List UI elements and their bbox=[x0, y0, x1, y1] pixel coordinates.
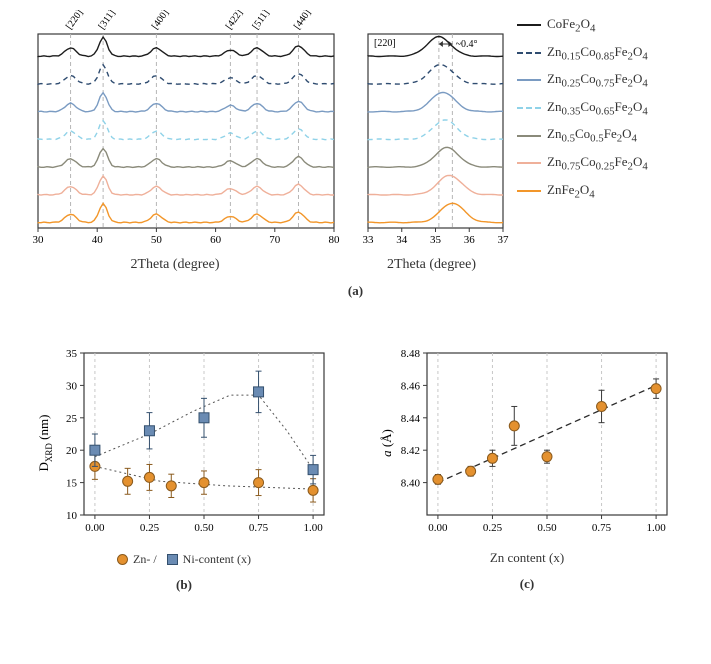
legend-swatch bbox=[517, 190, 541, 192]
svg-text:30: 30 bbox=[66, 380, 78, 392]
svg-text:0.00: 0.00 bbox=[428, 522, 448, 534]
legend-swatch bbox=[517, 162, 541, 164]
legend-swatch bbox=[517, 135, 541, 137]
svg-text:8.44: 8.44 bbox=[401, 413, 421, 425]
caption-a: (a) bbox=[10, 283, 701, 299]
marker-square-icon bbox=[167, 554, 178, 565]
legend-label: ZnFe2O4 bbox=[547, 182, 595, 201]
legend-label: Zn0.35Co0.65Fe2O4 bbox=[547, 99, 648, 118]
panel-a-right-svg: 33 34 35 36 37 [220] ~0.4° bbox=[354, 10, 509, 250]
panel-a-left-svg: [220] [311] [400] [422][511] [440] 30 40 50 60 70… bbox=[10, 10, 340, 250]
legend-item: Zn0.25Co0.75Fe2O4 bbox=[517, 71, 648, 90]
bottom-row: 0.00 0.25 0.50 0.75 1.00 10 15 20 25 30 35 DXRD (nm… bbox=[10, 343, 701, 593]
legend-item: Zn0.75Co0.25Fe2O4 bbox=[517, 154, 648, 173]
marker-circle-icon bbox=[117, 554, 128, 565]
svg-text:0.75: 0.75 bbox=[249, 522, 269, 534]
svg-text:8.48: 8.48 bbox=[401, 348, 421, 360]
panel-a-legend: CoFe2O4 Zn0.15Co0.85Fe2O4 Zn0.25Co0.75Fe2O… bbox=[517, 16, 648, 200]
svg-text:8.42: 8.42 bbox=[401, 445, 420, 457]
svg-text:37: 37 bbox=[498, 234, 510, 246]
svg-text:[311]: [311] bbox=[97, 10, 118, 32]
svg-text:8.40: 8.40 bbox=[401, 478, 421, 490]
svg-text:[440]: [440] bbox=[292, 10, 313, 32]
legend-label: Zn0.5Co0.5Fe2O4 bbox=[547, 126, 637, 145]
svg-text:0.25: 0.25 bbox=[140, 522, 160, 534]
svg-text:34: 34 bbox=[396, 234, 408, 246]
svg-text:40: 40 bbox=[92, 234, 104, 246]
panel-a-row: Intensity (arb.units) [220][311][400][42… bbox=[10, 10, 701, 273]
panel-b-svg: 0.00 0.25 0.50 0.75 1.00 10 15 20 25 30 35 DXRD (nm… bbox=[34, 343, 334, 543]
svg-text:[220]: [220] bbox=[374, 38, 396, 49]
panel-b-legend-zn: Zn- / bbox=[117, 552, 157, 567]
figure-root: Intensity (arb.units) [220][311][400][42… bbox=[0, 0, 711, 601]
svg-text:0.50: 0.50 bbox=[194, 522, 214, 534]
svg-text:60: 60 bbox=[210, 234, 222, 246]
panel-a-left-xlabel: 2Theta (degree) bbox=[10, 257, 340, 273]
panel-b-legend-ni: Ni-content (x) bbox=[167, 552, 251, 567]
legend-swatch bbox=[517, 107, 541, 109]
caption-b: (b) bbox=[34, 577, 334, 593]
legend-label: Zn0.25Co0.75Fe2O4 bbox=[547, 71, 648, 90]
panel-c-xlabel: Zn content (x) bbox=[377, 550, 677, 566]
svg-text:0.25: 0.25 bbox=[483, 522, 503, 534]
svg-text:33: 33 bbox=[363, 234, 375, 246]
panel-c-svg: 0.00 0.25 0.50 0.75 1.00 8.40 8.42 8.44 8.46 8.48… bbox=[377, 343, 677, 543]
svg-text:~0.4°: ~0.4° bbox=[456, 39, 478, 50]
panel-a-right-xlabel: 2Theta (degree) bbox=[354, 257, 509, 273]
svg-text:0.75: 0.75 bbox=[592, 522, 612, 534]
svg-text:a (Å): a (Å) bbox=[379, 429, 394, 457]
panel-a-right: 33 34 35 36 37 [220] ~0.4° 2Theta (degree) bbox=[354, 10, 509, 273]
legend-swatch bbox=[517, 24, 541, 26]
svg-text:1.00: 1.00 bbox=[303, 522, 323, 534]
svg-text:0.00: 0.00 bbox=[85, 522, 105, 534]
panel-b: 0.00 0.25 0.50 0.75 1.00 10 15 20 25 30 35 DXRD (nm… bbox=[34, 343, 334, 593]
legend-item: ZnFe2O4 bbox=[517, 182, 648, 201]
legend-label: CoFe2O4 bbox=[547, 16, 595, 35]
svg-text:30: 30 bbox=[33, 234, 45, 246]
legend-item: Zn0.5Co0.5Fe2O4 bbox=[517, 126, 648, 145]
svg-text:8.46: 8.46 bbox=[401, 380, 421, 392]
panel-b-legend: Zn- / Ni-content (x) bbox=[34, 552, 334, 567]
svg-text:36: 36 bbox=[464, 234, 476, 246]
panel-a-left: Intensity (arb.units) [220][311][400][42… bbox=[10, 10, 340, 273]
svg-text:[422]: [422] bbox=[224, 10, 245, 32]
svg-text:[220]: [220] bbox=[64, 10, 85, 32]
legend-item: Zn0.35Co0.65Fe2O4 bbox=[517, 99, 648, 118]
svg-text:15: 15 bbox=[66, 478, 78, 490]
svg-text:35: 35 bbox=[430, 234, 442, 246]
legend-swatch bbox=[517, 79, 541, 81]
svg-text:1.00: 1.00 bbox=[646, 522, 666, 534]
svg-text:0.50: 0.50 bbox=[537, 522, 557, 534]
caption-c: (c) bbox=[377, 576, 677, 592]
svg-text:20: 20 bbox=[66, 445, 78, 457]
svg-text:80: 80 bbox=[329, 234, 341, 246]
panel-c: 0.00 0.25 0.50 0.75 1.00 8.40 8.42 8.44 8.46 8.48… bbox=[377, 343, 677, 593]
legend-label: Zn0.75Co0.25Fe2O4 bbox=[547, 154, 648, 173]
svg-text:35: 35 bbox=[66, 348, 78, 360]
legend-swatch bbox=[517, 52, 541, 54]
svg-text:70: 70 bbox=[269, 234, 281, 246]
panel-b-legend-zn-label: Zn- / bbox=[133, 552, 157, 567]
svg-text:[400]: [400] bbox=[150, 10, 171, 32]
svg-text:DXRD (nm): DXRD (nm) bbox=[36, 415, 54, 472]
svg-text:25: 25 bbox=[66, 413, 78, 425]
svg-text:50: 50 bbox=[151, 234, 163, 246]
panel-b-legend-ni-label: Ni-content (x) bbox=[183, 552, 251, 567]
legend-item: CoFe2O4 bbox=[517, 16, 648, 35]
svg-text:10: 10 bbox=[66, 510, 78, 522]
legend-item: Zn0.15Co0.85Fe2O4 bbox=[517, 44, 648, 63]
legend-label: Zn0.15Co0.85Fe2O4 bbox=[547, 44, 648, 63]
svg-text:[511]: [511] bbox=[250, 10, 271, 32]
